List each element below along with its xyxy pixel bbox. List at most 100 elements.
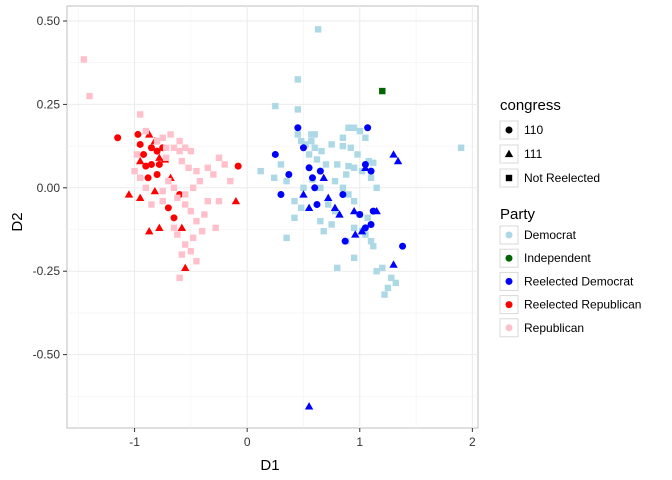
data-point (212, 224, 219, 232)
data-point (196, 177, 204, 185)
data-point (345, 191, 352, 198)
data-point (372, 206, 381, 215)
data-point (185, 164, 192, 171)
data-point (167, 131, 174, 138)
data-point (356, 127, 363, 135)
data-point (294, 76, 302, 83)
data-point (271, 150, 279, 158)
y-tick-label: -0.50 (33, 348, 61, 362)
data-point (300, 184, 307, 192)
data-point (389, 150, 398, 158)
data-point (131, 167, 138, 175)
data-point (343, 171, 350, 178)
data-point (215, 154, 223, 161)
x-axis-ticks: -1 0 1 2 (129, 428, 476, 449)
legend-label: 110 (524, 123, 543, 137)
data-point (299, 144, 307, 152)
data-point (328, 141, 335, 148)
data-point (350, 224, 358, 232)
data-point (177, 223, 187, 231)
data-point (298, 204, 305, 212)
data-point (201, 211, 208, 218)
data-point (182, 191, 189, 198)
data-point (324, 193, 333, 201)
data-point (136, 140, 144, 148)
legend-key-marker (505, 126, 513, 134)
data-point (345, 124, 352, 131)
data-point (317, 184, 324, 192)
data-point (136, 111, 144, 118)
data-point (308, 137, 315, 145)
data-point (379, 87, 386, 95)
data-point (305, 164, 313, 172)
data-point (178, 157, 186, 165)
data-point (182, 144, 189, 151)
data-point (364, 214, 371, 222)
data-point (215, 197, 223, 205)
data-point (367, 221, 375, 229)
data-point (367, 167, 375, 175)
data-point (153, 147, 161, 155)
data-point (381, 291, 388, 298)
data-point (314, 26, 322, 33)
data-point (331, 177, 339, 185)
data-point (285, 170, 293, 178)
y-tick-label: 0.25 (37, 97, 61, 111)
data-point (283, 234, 290, 242)
data-point (142, 184, 150, 192)
data-point (272, 102, 279, 110)
data-point (135, 193, 145, 201)
data-point (294, 131, 302, 138)
data-point (311, 184, 319, 192)
x-tick-label: 0 (244, 435, 251, 449)
data-point (373, 268, 380, 275)
y-tick-label: 0.50 (37, 14, 61, 28)
data-point (339, 190, 347, 198)
data-point (153, 170, 161, 178)
y-axis-ticks: 0.50 0.25 0.00 -0.25 -0.50 (33, 14, 67, 362)
data-point (187, 207, 195, 215)
data-point (313, 156, 321, 163)
data-point (349, 206, 359, 215)
x-axis-title: D1 (260, 457, 279, 474)
data-point (319, 173, 328, 181)
data-point (350, 197, 358, 205)
data-point (181, 263, 190, 272)
data-point (308, 174, 316, 182)
data-point (345, 162, 352, 170)
data-point (170, 214, 178, 222)
data-point (294, 106, 302, 113)
data-point (389, 260, 398, 268)
data-point (204, 197, 211, 205)
data-point (370, 242, 377, 250)
data-point (189, 184, 197, 192)
data-point (313, 200, 321, 208)
data-point (147, 144, 155, 152)
data-point (362, 134, 369, 141)
data-point (320, 227, 327, 235)
data-point (144, 174, 152, 182)
data-point (193, 217, 200, 225)
data-point (325, 201, 332, 208)
data-point (189, 234, 197, 242)
y-tick-label: -0.25 (33, 264, 61, 278)
data-point (193, 258, 200, 265)
data-point (299, 190, 308, 198)
data-point (80, 56, 88, 63)
data-point (365, 157, 372, 165)
data-point (361, 224, 369, 232)
data-point (155, 160, 163, 168)
data-point (283, 177, 290, 185)
data-point (178, 251, 186, 258)
data-point (187, 247, 195, 255)
data-point (339, 142, 347, 150)
data-point (308, 131, 315, 138)
data-point (210, 171, 217, 178)
data-point (140, 150, 148, 158)
data-point (318, 147, 325, 155)
data-point (162, 144, 170, 151)
data-point (298, 137, 305, 145)
legend-label: Reelected Democrat (524, 274, 634, 288)
legend-label: Independent (524, 251, 591, 265)
data-point (361, 163, 370, 171)
